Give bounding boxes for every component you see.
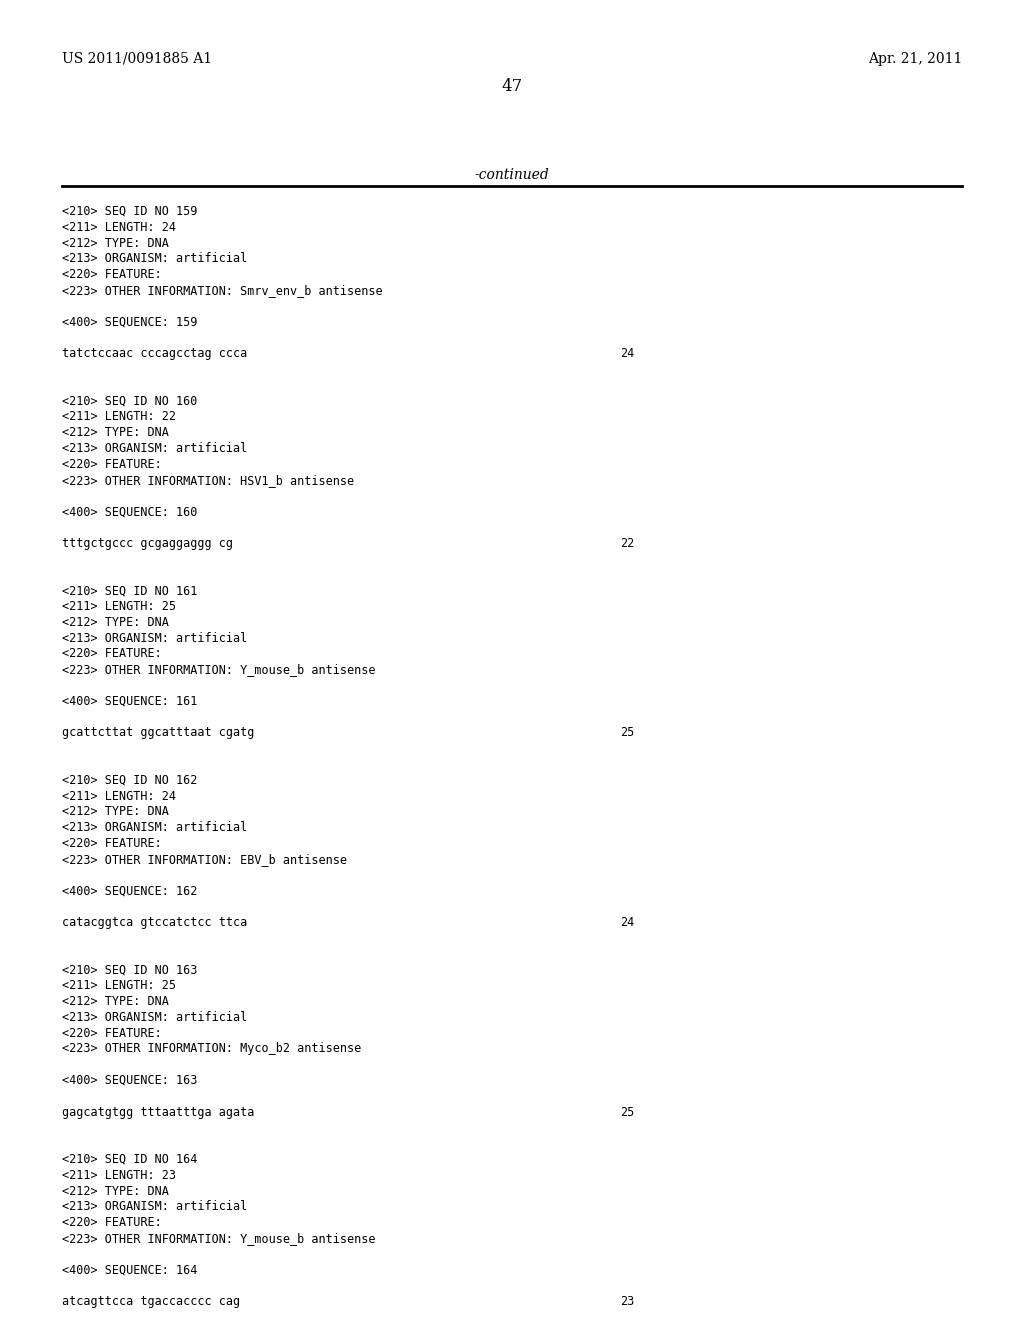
Text: tttgctgccc gcgaggaggg cg: tttgctgccc gcgaggaggg cg [62, 537, 233, 550]
Text: <211> LENGTH: 24: <211> LENGTH: 24 [62, 220, 176, 234]
Text: <220> FEATURE:: <220> FEATURE: [62, 458, 162, 471]
Text: 25: 25 [620, 726, 634, 739]
Text: gagcatgtgg tttaatttga agata: gagcatgtgg tttaatttga agata [62, 1106, 254, 1118]
Text: <400> SEQUENCE: 162: <400> SEQUENCE: 162 [62, 884, 198, 898]
Text: <213> ORGANISM: artificial: <213> ORGANISM: artificial [62, 821, 247, 834]
Text: catacggtca gtccatctcc ttca: catacggtca gtccatctcc ttca [62, 916, 247, 929]
Text: <212> TYPE: DNA: <212> TYPE: DNA [62, 426, 169, 440]
Text: 23: 23 [620, 1295, 634, 1308]
Text: 24: 24 [620, 347, 634, 360]
Text: <212> TYPE: DNA: <212> TYPE: DNA [62, 616, 169, 628]
Text: <212> TYPE: DNA: <212> TYPE: DNA [62, 995, 169, 1008]
Text: <400> SEQUENCE: 159: <400> SEQUENCE: 159 [62, 315, 198, 329]
Text: <210> SEQ ID NO 163: <210> SEQ ID NO 163 [62, 964, 198, 977]
Text: <210> SEQ ID NO 160: <210> SEQ ID NO 160 [62, 395, 198, 408]
Text: <211> LENGTH: 22: <211> LENGTH: 22 [62, 411, 176, 424]
Text: <210> SEQ ID NO 162: <210> SEQ ID NO 162 [62, 774, 198, 787]
Text: gcattcttat ggcatttaat cgatg: gcattcttat ggcatttaat cgatg [62, 726, 254, 739]
Text: <212> TYPE: DNA: <212> TYPE: DNA [62, 1184, 169, 1197]
Text: -continued: -continued [475, 168, 549, 182]
Text: <211> LENGTH: 24: <211> LENGTH: 24 [62, 789, 176, 803]
Text: 24: 24 [620, 916, 634, 929]
Text: <223> OTHER INFORMATION: Smrv_env_b antisense: <223> OTHER INFORMATION: Smrv_env_b anti… [62, 284, 383, 297]
Text: <220> FEATURE:: <220> FEATURE: [62, 837, 162, 850]
Text: <400> SEQUENCE: 161: <400> SEQUENCE: 161 [62, 694, 198, 708]
Text: <223> OTHER INFORMATION: Myco_b2 antisense: <223> OTHER INFORMATION: Myco_b2 antisen… [62, 1043, 361, 1056]
Text: <213> ORGANISM: artificial: <213> ORGANISM: artificial [62, 631, 247, 644]
Text: <213> ORGANISM: artificial: <213> ORGANISM: artificial [62, 442, 247, 455]
Text: 25: 25 [620, 1106, 634, 1118]
Text: <211> LENGTH: 25: <211> LENGTH: 25 [62, 601, 176, 612]
Text: Apr. 21, 2011: Apr. 21, 2011 [867, 51, 962, 66]
Text: <400> SEQUENCE: 164: <400> SEQUENCE: 164 [62, 1263, 198, 1276]
Text: <210> SEQ ID NO 161: <210> SEQ ID NO 161 [62, 585, 198, 597]
Text: <400> SEQUENCE: 160: <400> SEQUENCE: 160 [62, 506, 198, 519]
Text: <220> FEATURE:: <220> FEATURE: [62, 1027, 162, 1040]
Text: tatctccaac cccagcctag ccca: tatctccaac cccagcctag ccca [62, 347, 247, 360]
Text: <212> TYPE: DNA: <212> TYPE: DNA [62, 805, 169, 818]
Text: <210> SEQ ID NO 159: <210> SEQ ID NO 159 [62, 205, 198, 218]
Text: US 2011/0091885 A1: US 2011/0091885 A1 [62, 51, 212, 66]
Text: <211> LENGTH: 25: <211> LENGTH: 25 [62, 979, 176, 993]
Text: <213> ORGANISM: artificial: <213> ORGANISM: artificial [62, 1011, 247, 1024]
Text: <213> ORGANISM: artificial: <213> ORGANISM: artificial [62, 252, 247, 265]
Text: <223> OTHER INFORMATION: Y_mouse_b antisense: <223> OTHER INFORMATION: Y_mouse_b antis… [62, 663, 376, 676]
Text: <210> SEQ ID NO 164: <210> SEQ ID NO 164 [62, 1152, 198, 1166]
Text: atcagttcca tgaccacccc cag: atcagttcca tgaccacccc cag [62, 1295, 240, 1308]
Text: <223> OTHER INFORMATION: Y_mouse_b antisense: <223> OTHER INFORMATION: Y_mouse_b antis… [62, 1232, 376, 1245]
Text: <212> TYPE: DNA: <212> TYPE: DNA [62, 236, 169, 249]
Text: <220> FEATURE:: <220> FEATURE: [62, 268, 162, 281]
Text: <223> OTHER INFORMATION: EBV_b antisense: <223> OTHER INFORMATION: EBV_b antisense [62, 853, 347, 866]
Text: <220> FEATURE:: <220> FEATURE: [62, 1216, 162, 1229]
Text: <220> FEATURE:: <220> FEATURE: [62, 647, 162, 660]
Text: <223> OTHER INFORMATION: HSV1_b antisense: <223> OTHER INFORMATION: HSV1_b antisens… [62, 474, 354, 487]
Text: 22: 22 [620, 537, 634, 550]
Text: 47: 47 [502, 78, 522, 95]
Text: <400> SEQUENCE: 163: <400> SEQUENCE: 163 [62, 1074, 198, 1086]
Text: <211> LENGTH: 23: <211> LENGTH: 23 [62, 1168, 176, 1181]
Text: <213> ORGANISM: artificial: <213> ORGANISM: artificial [62, 1200, 247, 1213]
